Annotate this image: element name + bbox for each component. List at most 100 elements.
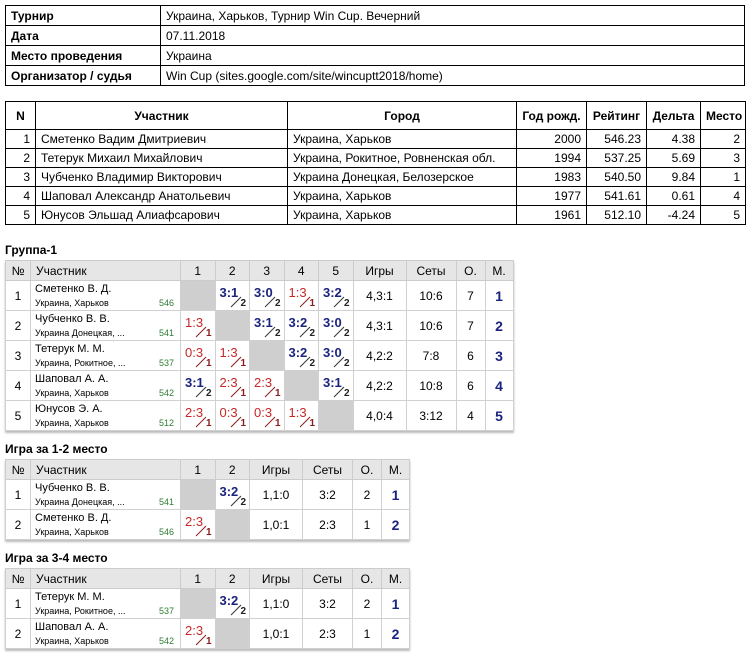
place: 2 <box>381 618 410 649</box>
slash-line <box>230 604 241 616</box>
player-name: Юнусов Э. А. <box>35 403 103 415</box>
player-city: Украина, Харьков <box>35 418 109 428</box>
slash-line <box>230 416 241 428</box>
cell: 5.69 <box>646 148 701 168</box>
match-score: 3:2 <box>219 484 239 499</box>
match-cell: 0:3 1 <box>180 340 216 371</box>
player-name: Тетерук М. М. <box>35 343 105 355</box>
cell: Украина, Харьков <box>287 205 517 225</box>
group-title: Группа-1 <box>5 243 58 257</box>
column-header: Сеты <box>405 260 457 281</box>
player-city: Украина, Харьков <box>35 388 109 398</box>
slash <box>195 356 207 368</box>
match-points: 1 <box>205 527 212 538</box>
match-points: 1 <box>205 358 212 369</box>
participant: Чубченко В. В. Украина Донецкая, ... 541 <box>30 479 181 510</box>
slash-line <box>264 326 276 338</box>
player-rating: 537 <box>158 358 174 368</box>
column-header: М. <box>381 459 410 480</box>
participants-table: N Участник Город Год рожд. Рейтинг Дельта Мест… <box>5 101 746 225</box>
column-header: Участник <box>35 101 288 130</box>
info-row: Турнир Украина, Харьков, Турнир Win Cup. … <box>5 5 745 26</box>
cell: 2 <box>5 148 36 168</box>
group-title: Игра за 1-2 место <box>5 442 108 456</box>
match-points: 2 <box>343 298 350 309</box>
slash-line <box>264 386 276 398</box>
slash <box>230 386 241 398</box>
column-header: 4 <box>283 260 319 281</box>
match-points: 1 <box>240 418 246 429</box>
match-points: 1 <box>274 418 281 429</box>
empty-cell <box>180 588 216 619</box>
points: 1 <box>352 509 382 540</box>
column-header: Место <box>700 101 746 130</box>
games: 1,1:0 <box>249 479 303 510</box>
place: 4 <box>484 370 514 401</box>
slash <box>333 326 345 338</box>
slash-line <box>299 296 310 308</box>
cell: Украина Донецкая, Белозерское <box>287 167 517 187</box>
row-number: 2 <box>5 310 31 341</box>
column-header: Игры <box>249 568 303 589</box>
row-number: 2 <box>5 509 31 540</box>
match-points: 1 <box>274 388 281 399</box>
group-row: 3 Тетерук М. М. Украина, Рокитное, ... 537 0… <box>5 340 514 371</box>
column-header: Сеты <box>302 568 353 589</box>
sets: 3:12 <box>405 400 457 431</box>
slash-line <box>195 326 207 338</box>
match-cell: 3:0 2 <box>318 310 354 341</box>
column-header: 5 <box>318 260 354 281</box>
cell: 512.10 <box>586 205 647 225</box>
match-score: 2:3 <box>185 623 204 638</box>
sets: 10:8 <box>405 370 457 401</box>
group-row: 4 Шаповал А. А. Украина, Харьков 542 3:1 2 2:3… <box>5 370 514 401</box>
player-rating: 542 <box>158 388 174 398</box>
column-header: М. <box>381 568 410 589</box>
group-row: 1 Сметенко В. Д. Украина, Харьков 546 3:1 2 3:… <box>5 280 514 311</box>
cell: Тетерук Михаил Михайлович <box>35 148 288 168</box>
match-points: 2 <box>240 497 246 508</box>
cell: 537.25 <box>586 148 647 168</box>
slash <box>230 296 241 308</box>
slash <box>195 416 207 428</box>
group-row: 2 Чубченко В. В. Украина Донецкая, ... 541 1… <box>5 310 514 341</box>
match-score: 3:0 <box>323 315 342 330</box>
row-number: 1 <box>5 588 31 619</box>
slash-line <box>195 386 207 398</box>
games: 4,2:2 <box>352 370 407 401</box>
slash-line <box>264 416 276 428</box>
slash-line <box>333 296 345 308</box>
cell: 2000 <box>516 129 587 149</box>
column-header: 3 <box>249 260 285 281</box>
slash-line <box>230 356 241 368</box>
match-cell: 0:3 1 <box>249 400 285 431</box>
slash <box>264 416 276 428</box>
match-points: 1 <box>240 388 246 399</box>
column-header: Игры <box>352 260 407 281</box>
sets: 3:2 <box>302 479 353 510</box>
slash-line <box>195 525 207 537</box>
player-name: Тетерук М. М. <box>35 591 105 603</box>
match-points: 2 <box>205 388 212 399</box>
row-number: 5 <box>5 400 31 431</box>
row-number: 1 <box>5 280 31 311</box>
games: 4,0:4 <box>352 400 407 431</box>
info-label: Дата <box>5 25 161 46</box>
cell: 9.84 <box>646 167 701 187</box>
header-row: № Участник 1 2 Игры Сеты О. М. <box>5 568 410 589</box>
games: 1,0:1 <box>249 618 303 649</box>
column-header: О. <box>352 459 382 480</box>
participant: Чубченко В. В. Украина Донецкая, ... 541 <box>30 310 181 341</box>
player-rating: 512 <box>158 418 174 428</box>
place: 1 <box>484 280 514 311</box>
cell: 0.61 <box>646 186 701 206</box>
participant-row: 1 Сметенко Вадим Дмитриевич Украина, Харьк… <box>5 129 746 149</box>
match-score: 0:3 <box>219 405 238 420</box>
games: 1,0:1 <box>249 509 303 540</box>
cell: 1 <box>700 167 746 187</box>
sets: 3:2 <box>302 588 353 619</box>
column-header: № <box>5 459 31 480</box>
player-rating: 537 <box>158 606 174 616</box>
participant-row: 4 Шаповал Александр Анатольевич Украина, Х… <box>5 186 746 206</box>
match-score: 3:2 <box>323 285 342 300</box>
